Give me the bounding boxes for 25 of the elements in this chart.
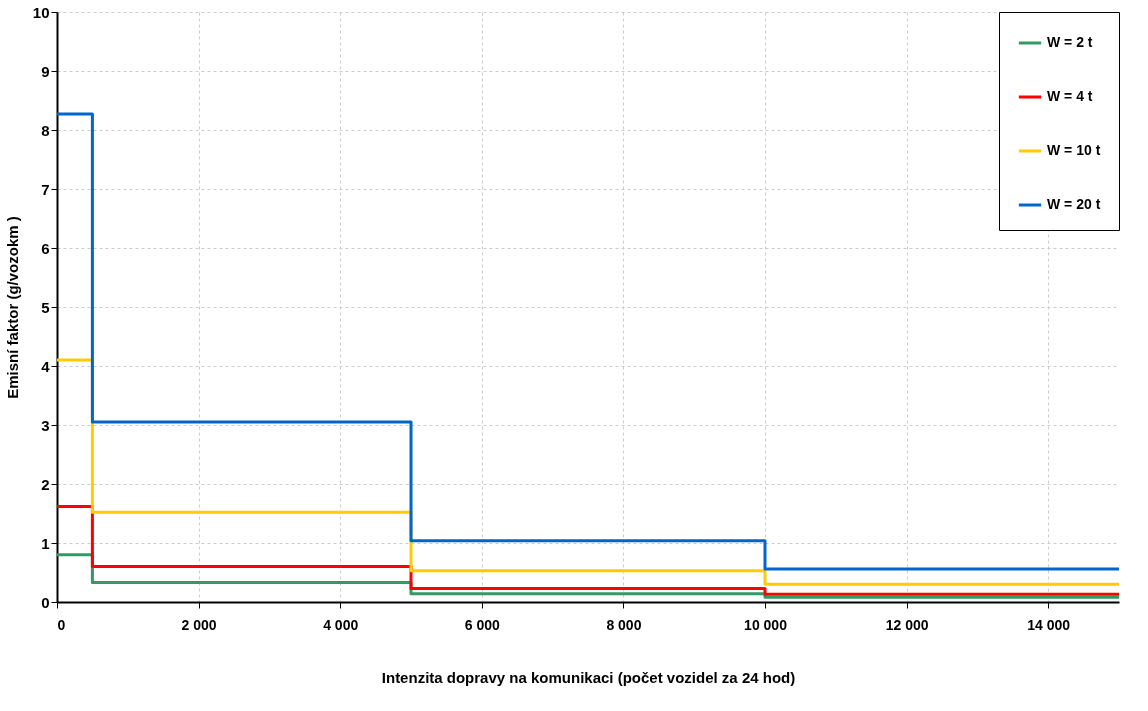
legend-label: W = 4 t (1047, 88, 1093, 104)
y-axis-title: Emisní faktor (g/vozokm ) (3, 216, 21, 399)
legend-label: W = 10 t (1047, 142, 1101, 158)
x-tick-label: 12 000 (885, 616, 929, 633)
x-tick-label: 6 000 (464, 616, 501, 633)
y-tick-label: 0 (41, 593, 50, 611)
y-tick-label: 5 (41, 298, 50, 316)
x-tick-label: 4 000 (323, 616, 359, 633)
x-tick-label: 2 000 (181, 616, 217, 633)
y-tick-label: 1 (41, 534, 50, 552)
y-tick-label: 7 (41, 180, 50, 198)
x-tick-label: 10 000 (744, 616, 788, 633)
x-tick-label: 0 (57, 616, 66, 633)
y-tick-label: 8 (41, 121, 50, 139)
legend-label: W = 2 t (1047, 34, 1093, 50)
y-tick-label: 6 (41, 239, 50, 257)
y-tick-label: 10 (32, 3, 50, 21)
x-tick-label: 14 000 (1027, 616, 1071, 633)
legend-label: W = 20 t (1047, 196, 1101, 212)
y-tick-label: 4 (41, 357, 51, 375)
y-tick-label: 2 (41, 475, 50, 493)
y-tick-label: 3 (41, 416, 50, 434)
x-tick-label: 8 000 (606, 616, 642, 633)
x-axis-title: Intenzita dopravy na komunikaci (počet vozidel za 24 hod) (381, 668, 796, 686)
y-tick-label: 9 (41, 62, 50, 80)
